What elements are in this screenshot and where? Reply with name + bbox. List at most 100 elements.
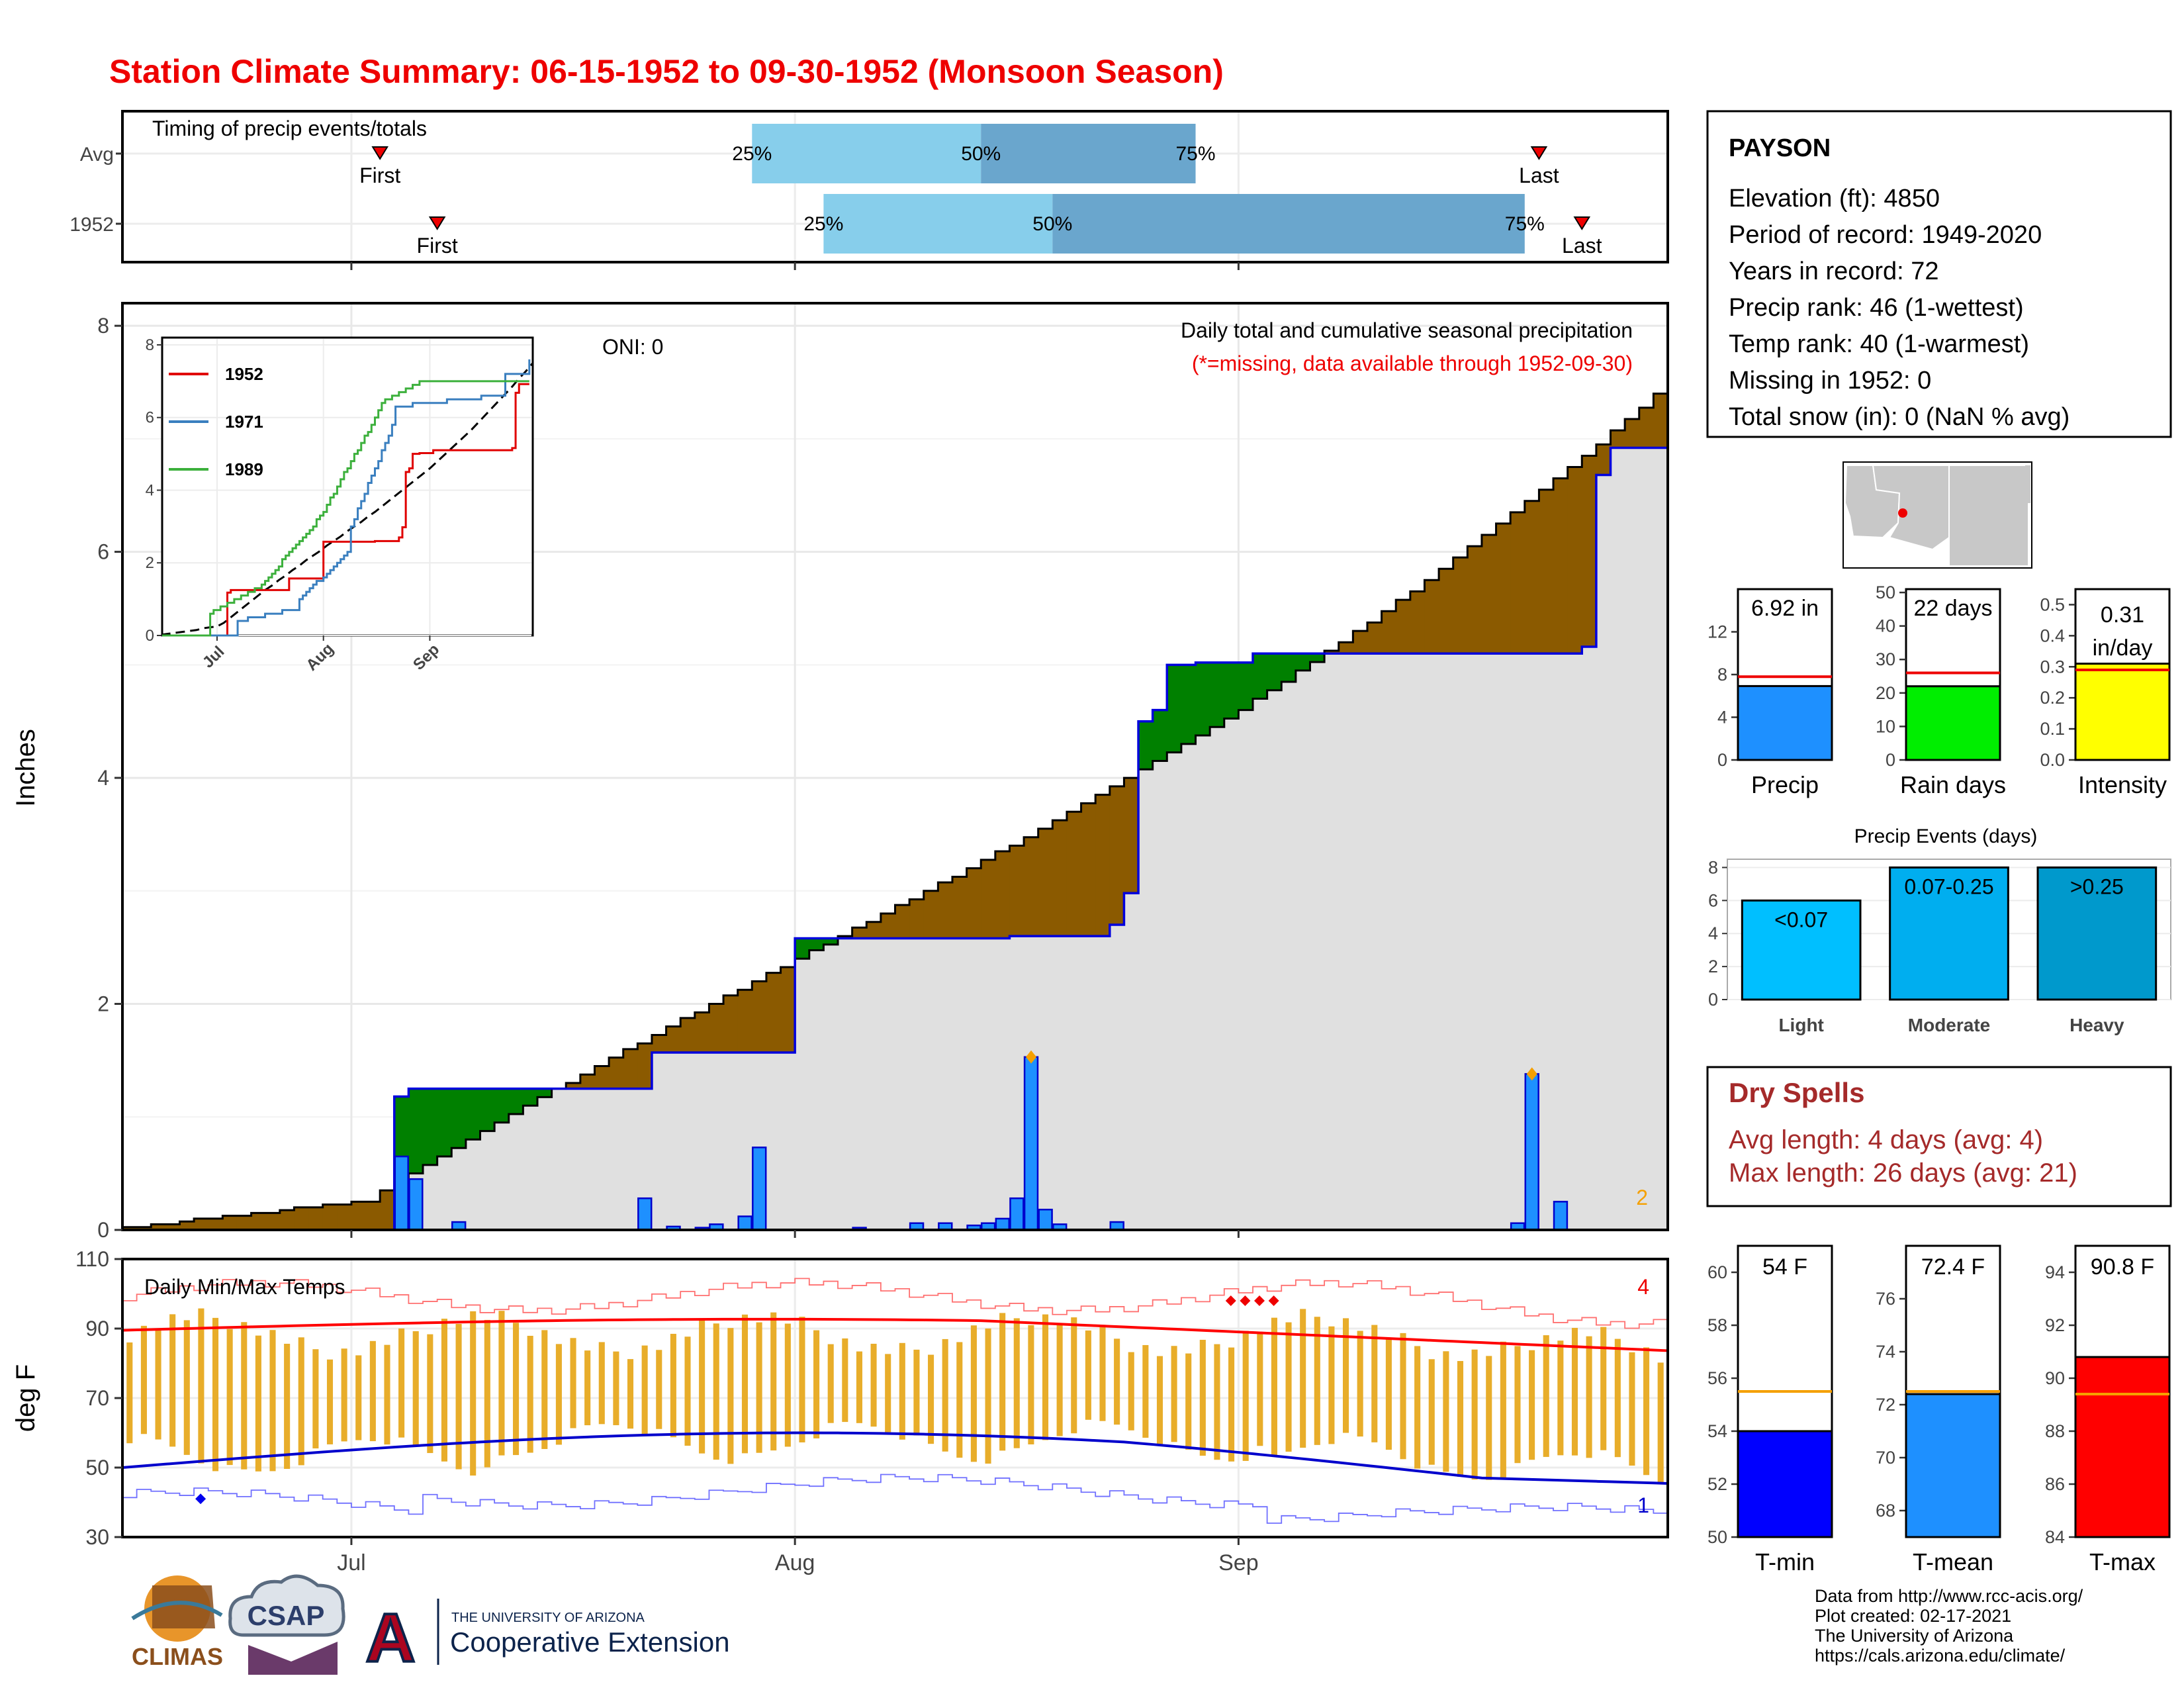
csap-logo: CSAP <box>228 1574 345 1675</box>
page-title: Station Climate Summary: 06-15-1952 to 0… <box>109 53 1224 90</box>
deficit-band <box>766 972 782 1053</box>
tmin-gauge-label: T-min <box>1755 1548 1815 1575</box>
tmean-gauge-tick-label: 70 <box>1876 1448 1895 1468</box>
daily-temp-bar <box>613 1351 619 1425</box>
tmean-gauge-tick-label: 68 <box>1876 1501 1895 1521</box>
station-info: PAYSON Elevation (ft): 4850 Period of rec… <box>1706 110 2172 438</box>
deficit-band <box>1381 611 1396 654</box>
deficit-band <box>1367 622 1383 654</box>
events-bar <box>1889 866 2009 1001</box>
timing-p75: 75% <box>1505 213 1545 235</box>
deficit-band <box>895 905 910 939</box>
raindays-gauge-bar <box>1905 685 2001 761</box>
daily-temp-bar <box>1643 1347 1650 1476</box>
inset-y-tick-label: 2 <box>146 554 154 572</box>
daily-temp-bar <box>1142 1344 1149 1438</box>
inset-frame <box>161 336 534 637</box>
surplus-band <box>494 1088 510 1123</box>
deficit-band <box>709 1004 724 1053</box>
surplus-band <box>1295 653 1311 671</box>
climas-wave-graphic <box>131 1601 223 1620</box>
events-bar <box>1741 899 1862 1001</box>
inset-legend-label: 1952 <box>225 364 263 384</box>
precip-gauge-tick-label: 0 <box>1717 750 1727 770</box>
dry-spells: Dry Spells Avg length: 4 days (avg: 4) M… <box>1706 1066 2172 1207</box>
surplus-band <box>537 1088 553 1098</box>
deficit-band <box>938 882 953 939</box>
tmin-gauge-tick-label: 54 <box>1707 1421 1727 1441</box>
surplus-band <box>795 938 810 959</box>
deficit-band <box>651 1035 667 1053</box>
daily-temp-bar <box>1156 1356 1163 1446</box>
daily-temp-bar <box>656 1350 662 1429</box>
raindays-gauge-label: Rain days <box>1900 771 2006 798</box>
daily-temp-bar <box>1257 1333 1263 1446</box>
surplus-band <box>465 1088 481 1140</box>
timing-bar-upper <box>1052 194 1525 254</box>
daily-temp-bar <box>713 1323 719 1460</box>
dry-spells-frame <box>1706 1066 2172 1207</box>
daily-temp-bar <box>1428 1359 1435 1465</box>
uofa-block-a-icon: A <box>365 1600 415 1677</box>
deficit-band <box>1639 407 1654 448</box>
daily-temp-bar <box>555 1344 562 1445</box>
inset-y-tick-label: 0 <box>146 627 154 645</box>
daily-temp-bar <box>455 1323 462 1470</box>
deficit-band <box>1038 828 1053 937</box>
deficit-band <box>1539 489 1554 654</box>
precip-y-tick-label: 2 <box>97 992 109 1016</box>
deficit-band <box>1353 631 1368 654</box>
deficit-band <box>1338 642 1353 654</box>
daily-temp-bar <box>942 1338 948 1452</box>
precip-frame <box>121 302 1669 1231</box>
surplus-band <box>1181 665 1197 744</box>
station-lines: Elevation (ft): 4850 Period of record: 19… <box>1729 185 2070 431</box>
tmean-gauge-tick-label: 72 <box>1876 1395 1895 1415</box>
timing-first-label: First <box>417 234 458 258</box>
surplus-band <box>1281 653 1297 682</box>
events-tick-label: 4 <box>1708 923 1718 943</box>
precip-gauge-value: 6.92 in <box>1751 596 1819 621</box>
daily-temp-bar <box>355 1355 362 1440</box>
tmin-gauge-tick-label: 60 <box>1707 1262 1727 1282</box>
tmin-gauge-bar <box>1737 1430 1833 1538</box>
deficit-band <box>1567 467 1582 654</box>
tmin-gauge-tick-label: 56 <box>1707 1368 1727 1388</box>
observed-cumulative-area <box>122 447 1668 1230</box>
record-high-marker-icon <box>1268 1295 1279 1306</box>
daily-precip-bar <box>1038 1209 1053 1231</box>
deficit-band <box>208 1218 223 1230</box>
deficit-band <box>737 990 752 1053</box>
events-title: Precip Events (days) <box>1854 825 2038 847</box>
deficit-band <box>351 1201 367 1230</box>
inset-legend-label: 1971 <box>225 412 263 432</box>
daily-precip-bar <box>1009 1197 1024 1231</box>
footer-line-1: Data from http://www.rcc-acis.org/ <box>1815 1586 2083 1606</box>
deficit-band <box>1625 419 1640 448</box>
daily-temp-bar <box>1657 1362 1664 1485</box>
timing-last-label: Last <box>1562 234 1602 258</box>
map-new-mexico <box>1948 465 2029 567</box>
intensity-gauge-value: 0.31 <box>2101 602 2144 628</box>
daily-temp-bar <box>627 1359 634 1429</box>
daily-temp-bar <box>813 1330 820 1438</box>
deficit-band <box>1439 569 1454 654</box>
daily-temp-bar <box>1586 1336 1592 1458</box>
station-name: PAYSON <box>1729 134 1831 162</box>
climas-logo-text: CLIMAS <box>132 1643 223 1670</box>
deficit-band <box>279 1210 295 1230</box>
intensity-gauge-tick-label: 0.0 <box>2040 750 2065 770</box>
deficit-band <box>966 868 981 939</box>
surplus-band <box>1138 721 1154 770</box>
daily-temp-bar <box>1357 1331 1363 1437</box>
deficit-band <box>1095 794 1111 937</box>
raindays-gauge-tick-label: 0 <box>1886 750 1895 770</box>
daily-temp-bar <box>427 1334 433 1454</box>
deficit-band <box>337 1204 352 1230</box>
tmax-gauge-tick-label: 84 <box>2045 1527 2065 1547</box>
timing-panel: Timing of precip events/totals Avg 25% 50%… <box>69 110 1669 270</box>
daily-temp-bar <box>470 1311 477 1476</box>
daily-temp-bar <box>1385 1338 1392 1450</box>
daily-precip-bars <box>394 1050 1569 1231</box>
